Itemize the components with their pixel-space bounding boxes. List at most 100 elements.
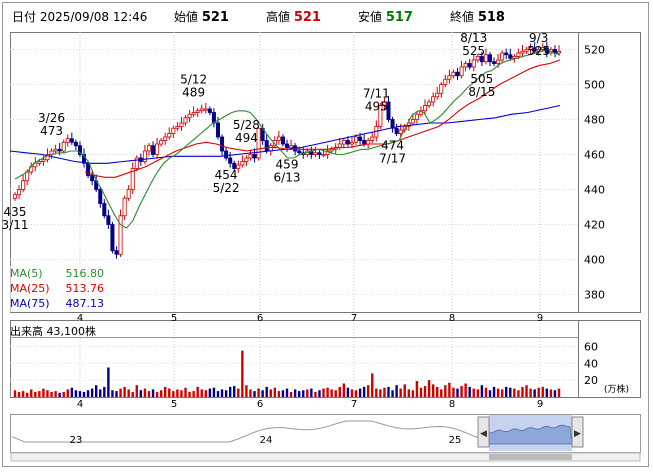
low-value: 517 xyxy=(385,10,413,25)
volume-bar xyxy=(107,367,110,397)
candle-up xyxy=(463,63,468,68)
low-label: 安値 xyxy=(358,10,383,24)
volume-bar xyxy=(74,390,78,397)
volume-bar xyxy=(241,350,244,397)
navigator-selection-area xyxy=(488,424,573,445)
volume-bar xyxy=(391,390,394,397)
volume-bar xyxy=(119,388,122,397)
date-info: 日付 2025/09/08 12:46 xyxy=(12,8,147,25)
candle-up xyxy=(516,52,521,57)
candle-up xyxy=(142,150,147,162)
y-tick-label: 520 xyxy=(584,44,605,57)
ma5-legend: MA(5) 516.80 xyxy=(10,266,106,281)
volume-bar xyxy=(436,386,439,397)
volume-bar xyxy=(115,391,118,397)
candle-up xyxy=(329,148,334,152)
volume-bar xyxy=(90,388,94,397)
annotation-date: 3/11 xyxy=(2,218,29,232)
candle-up xyxy=(439,84,444,94)
candle-up xyxy=(12,194,17,199)
candle-up xyxy=(276,136,281,141)
volume-bar xyxy=(440,389,443,397)
candle-up xyxy=(167,133,172,138)
candle-up xyxy=(199,108,204,112)
volume-bar xyxy=(403,384,406,397)
volume-bar xyxy=(281,390,285,397)
volume-bar xyxy=(62,391,65,397)
annotation-value: 459 xyxy=(276,158,299,172)
volume-bar xyxy=(537,387,540,397)
candle-up xyxy=(17,189,22,196)
candle-up xyxy=(179,122,184,127)
volume-bar xyxy=(444,385,447,397)
x-tick-label-lower: 4 xyxy=(77,399,83,410)
volume-bar xyxy=(326,387,329,397)
candle-up xyxy=(500,52,505,61)
candle-up xyxy=(414,113,419,120)
annotation-date: 5/28 xyxy=(233,118,260,132)
volume-bar xyxy=(224,390,228,397)
candle-down xyxy=(232,162,237,169)
volume-bar xyxy=(13,390,17,397)
volume-bar xyxy=(375,388,378,397)
candle-down xyxy=(358,136,363,141)
y-tick-label: 440 xyxy=(584,184,605,197)
x-tick-label: 9 xyxy=(537,313,543,324)
volume-bar xyxy=(168,388,171,397)
navigator-scrollbar xyxy=(10,452,641,462)
candle-up xyxy=(236,164,241,169)
candle-down xyxy=(345,140,350,145)
volume-bar xyxy=(180,390,183,397)
volume-bar xyxy=(143,388,147,397)
volume-bar xyxy=(86,390,90,397)
candle-down xyxy=(284,143,289,148)
candle-up xyxy=(171,127,176,134)
candle-up xyxy=(536,49,541,52)
volume-bar xyxy=(139,390,143,397)
volume-bar xyxy=(245,385,248,397)
annotation-value: 435 xyxy=(4,205,27,219)
volume-bar xyxy=(82,391,86,397)
volume-bar xyxy=(188,391,191,397)
candle-down xyxy=(151,145,156,155)
candle-up xyxy=(354,136,359,143)
candle-down xyxy=(110,224,115,252)
volume-bar xyxy=(30,389,33,397)
price-panel-frame xyxy=(10,32,641,313)
y-tick-label: 420 xyxy=(584,219,605,232)
volume-bar xyxy=(302,390,305,397)
volume-bar xyxy=(379,389,382,397)
volume-bar xyxy=(521,386,524,397)
volume-bar xyxy=(496,388,500,397)
candle-down xyxy=(73,141,78,147)
close-value: 518 xyxy=(477,10,505,25)
candle-down xyxy=(479,56,484,63)
volume-bar xyxy=(297,391,301,397)
candle-down xyxy=(386,101,391,120)
candle-up xyxy=(483,54,488,63)
high-info: 高値 521 xyxy=(266,8,321,25)
annotation-date: 6/13 xyxy=(274,171,301,185)
candle-down xyxy=(455,71,460,77)
candle-down xyxy=(532,47,537,52)
candle-up xyxy=(349,141,354,145)
volume-bar xyxy=(517,390,520,397)
candle-up xyxy=(41,159,46,162)
x-tick-label: 7 xyxy=(351,313,357,324)
ma5-label: MA(5) xyxy=(10,267,43,280)
volume-bar xyxy=(314,391,317,397)
candle-up xyxy=(427,101,432,106)
ma75-label: MA(75) xyxy=(10,297,50,310)
candle-up xyxy=(512,56,517,59)
volume-tick-label: 20 xyxy=(584,374,598,387)
volume-bar xyxy=(330,389,333,397)
volume-bar xyxy=(265,386,268,397)
volume-value: 43,100株 xyxy=(46,325,97,338)
volume-bar xyxy=(338,386,341,397)
candle-up xyxy=(244,157,249,162)
volume-bar xyxy=(233,386,236,397)
volume-title: 出来高 xyxy=(10,325,43,338)
volume-bar xyxy=(460,386,463,397)
candle-down xyxy=(215,122,220,138)
volume-bar xyxy=(371,373,374,397)
